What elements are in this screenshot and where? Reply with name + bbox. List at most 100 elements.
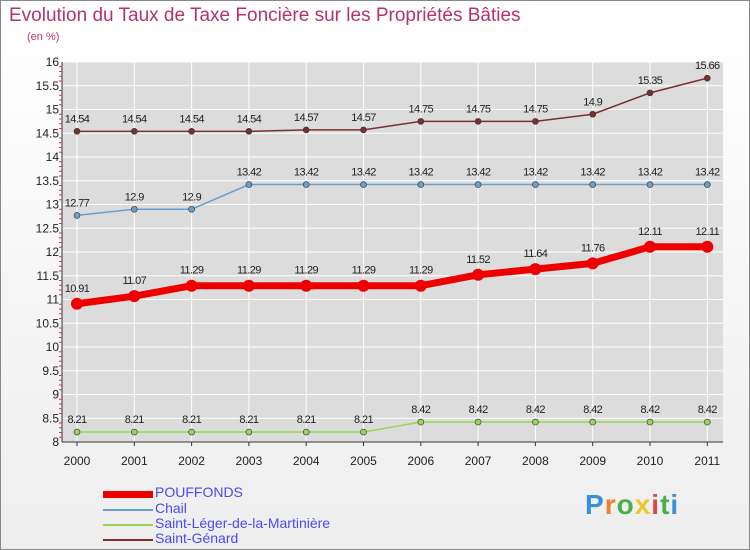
- data-point: [245, 128, 253, 135]
- data-label: 12.11: [638, 226, 662, 238]
- data-point: [589, 181, 597, 188]
- data-label: 12.11: [695, 226, 719, 238]
- y-tick-label: 11.5: [37, 269, 60, 283]
- logo-letter: i: [670, 489, 680, 520]
- data-label: 8.21: [354, 414, 373, 426]
- y-tick-label: 9: [52, 388, 59, 402]
- logo-letter: x: [634, 489, 652, 520]
- data-label: 8.42: [698, 404, 717, 416]
- data-point: [532, 181, 539, 188]
- data-label: 14.57: [294, 112, 319, 124]
- x-tick-label: 2001: [121, 454, 148, 468]
- y-tick-label: 8.5: [42, 411, 59, 425]
- data-label: 8.21: [239, 414, 258, 426]
- legend-swatch: [103, 524, 153, 526]
- x-tick-label: 2011: [694, 454, 720, 468]
- data-label: 10.91: [65, 283, 90, 295]
- data-label: 14.54: [122, 113, 147, 125]
- data-label: 8.21: [297, 414, 316, 426]
- data-point: [71, 297, 83, 310]
- data-point: [703, 181, 711, 188]
- x-tick-label: 2010: [637, 454, 664, 468]
- y-tick-label: 10.5: [36, 316, 60, 330]
- data-point: [302, 428, 310, 436]
- legend-label: Chail: [155, 500, 187, 516]
- data-point: [644, 240, 656, 253]
- x-tick-label: 2003: [236, 454, 263, 468]
- data-label: 13.42: [351, 167, 376, 179]
- legend-label: POUFFONDS: [155, 484, 243, 500]
- logo-letter: t: [660, 489, 671, 520]
- data-label: 15.66: [695, 60, 720, 72]
- data-point: [360, 181, 367, 188]
- legend-swatch: [103, 490, 153, 498]
- data-point: [188, 128, 195, 135]
- axes: [61, 62, 723, 443]
- data-label: 14.75: [523, 103, 548, 115]
- x-tick-label: 2009: [579, 454, 606, 468]
- y-tick-label: 9.5: [42, 364, 59, 378]
- data-label: 14.75: [466, 103, 491, 115]
- data-point: [242, 279, 255, 292]
- data-point: [188, 205, 195, 213]
- data-point: [529, 263, 542, 276]
- data-label: 14.54: [179, 113, 204, 125]
- x-tick-label: 2007: [465, 454, 492, 468]
- data-label: 8.21: [67, 414, 86, 426]
- y-tick-label: 16: [46, 55, 60, 69]
- data-label: 11.29: [237, 265, 261, 277]
- data-label: 8.42: [640, 404, 659, 416]
- series-line: [73, 243, 711, 308]
- data-point: [245, 181, 253, 188]
- logo-letter: i: [651, 489, 661, 520]
- data-point: [188, 428, 195, 436]
- data-label: 13.42: [523, 167, 548, 179]
- legend-swatch: [103, 509, 153, 511]
- series-line: [76, 77, 709, 133]
- x-tick-label: 2006: [407, 454, 434, 468]
- y-tick-label: 13.5: [36, 174, 60, 188]
- data-label: 14.57: [351, 112, 376, 124]
- data-label: 8.42: [469, 404, 488, 416]
- data-point: [300, 279, 313, 292]
- y-tick-label: 15: [46, 103, 60, 117]
- data-point: [586, 257, 599, 270]
- data-point: [73, 428, 81, 436]
- data-point: [185, 279, 198, 292]
- data-label: 8.21: [125, 414, 144, 426]
- chart-title: Evolution du Taux de Taxe Foncière sur l…: [9, 5, 521, 26]
- data-point: [474, 181, 482, 188]
- data-point: [589, 110, 597, 118]
- data-label: 14.9: [583, 96, 602, 108]
- y-tick-label: 11: [47, 293, 60, 307]
- data-label: 11.29: [409, 265, 433, 277]
- series-group: [71, 74, 714, 436]
- data-label: 14.54: [237, 113, 262, 125]
- series-line: [76, 183, 709, 217]
- data-label: 8.42: [583, 404, 602, 416]
- legend-label: Saint-Léger-de-la-Martinière: [155, 515, 331, 531]
- y-tick-label: 10: [46, 340, 60, 354]
- logo-letter: r: [604, 489, 617, 520]
- legend-swatch: [103, 539, 153, 541]
- data-label: 15.35: [638, 75, 663, 87]
- data-label: 14.75: [409, 103, 434, 115]
- data-label: 13.42: [638, 167, 663, 179]
- data-point: [589, 418, 597, 426]
- data-point: [646, 89, 654, 97]
- data-point: [302, 181, 310, 188]
- data-label: 11.07: [122, 275, 146, 287]
- data-label: 11.29: [180, 265, 204, 277]
- data-point: [360, 428, 367, 436]
- data-point: [703, 74, 711, 82]
- data-point: [703, 418, 711, 426]
- data-label: 8.21: [182, 414, 201, 426]
- data-label: 12.9: [125, 191, 144, 203]
- y-tick-label: 12.5: [36, 221, 60, 235]
- y-tick-label: 13: [46, 198, 60, 212]
- data-point: [532, 118, 539, 125]
- data-label: 11.64: [524, 248, 548, 260]
- data-point: [302, 126, 310, 134]
- data-label: 13.42: [580, 167, 605, 179]
- data-label: 8.42: [411, 404, 430, 416]
